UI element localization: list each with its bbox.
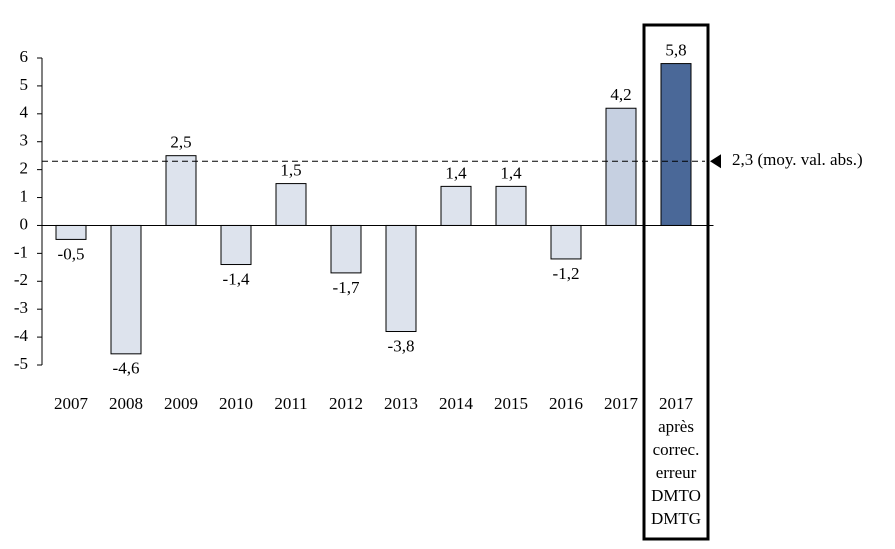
value-label: 4,2 xyxy=(610,85,631,104)
bar xyxy=(55,224,87,240)
bar xyxy=(440,185,472,226)
bar xyxy=(165,155,197,226)
y-tick-label: -4 xyxy=(14,326,29,345)
value-label: -1,7 xyxy=(333,278,360,297)
value-label: -4,6 xyxy=(113,359,140,378)
x-tick-label: 2009 xyxy=(164,394,198,413)
bar xyxy=(220,224,252,266)
y-tick-label: 6 xyxy=(20,47,29,66)
y-tick-label: -2 xyxy=(14,270,28,289)
bar xyxy=(385,224,417,333)
bar xyxy=(605,107,637,226)
bar xyxy=(110,224,142,355)
value-label: -1,2 xyxy=(553,264,580,283)
x-tick-label: 2014 xyxy=(439,394,473,413)
x-tick-label: 2015 xyxy=(494,394,528,413)
bar xyxy=(495,185,527,226)
x-tick-label: 2010 xyxy=(219,394,253,413)
x-tick-label: 2011 xyxy=(274,394,308,413)
value-label: 1,5 xyxy=(280,160,301,179)
value-label: -0,5 xyxy=(58,244,85,263)
bar xyxy=(550,224,582,260)
y-tick-label: 0 xyxy=(20,214,29,233)
y-tick-label: -3 xyxy=(14,298,28,317)
y-tick-label: 2 xyxy=(20,159,29,178)
bar xyxy=(275,183,307,226)
x-tick-label: 2017 après correc. erreur DMTO DMTG xyxy=(650,394,702,528)
value-label: 1,4 xyxy=(445,163,467,182)
bar xyxy=(330,224,362,274)
x-tick-label: 2008 xyxy=(109,394,143,413)
x-tick-label: 2007 xyxy=(54,394,88,413)
y-tick-label: 3 xyxy=(20,131,29,150)
bar xyxy=(660,63,692,226)
value-label: 5,8 xyxy=(665,40,686,59)
reference-arrow xyxy=(710,154,721,169)
x-tick-label: 2012 xyxy=(329,394,363,413)
value-label: -1,4 xyxy=(223,269,250,288)
x-tick-label: 2017 xyxy=(604,394,638,413)
y-tick-label: 4 xyxy=(20,103,29,122)
value-label: -3,8 xyxy=(388,336,415,355)
x-tick-label: 2013 xyxy=(384,394,418,413)
y-tick-label: -5 xyxy=(14,354,28,373)
value-label: 1,4 xyxy=(500,163,522,182)
x-tick-label: 2016 xyxy=(549,394,583,413)
reference-label: 2,3 (moy. val. abs.) xyxy=(732,150,863,169)
y-tick-label: -1 xyxy=(14,242,28,261)
value-label: 2,5 xyxy=(170,133,191,152)
highlight-box xyxy=(642,23,710,541)
y-tick-label: 1 xyxy=(20,186,29,205)
y-tick-label: 5 xyxy=(20,75,29,94)
